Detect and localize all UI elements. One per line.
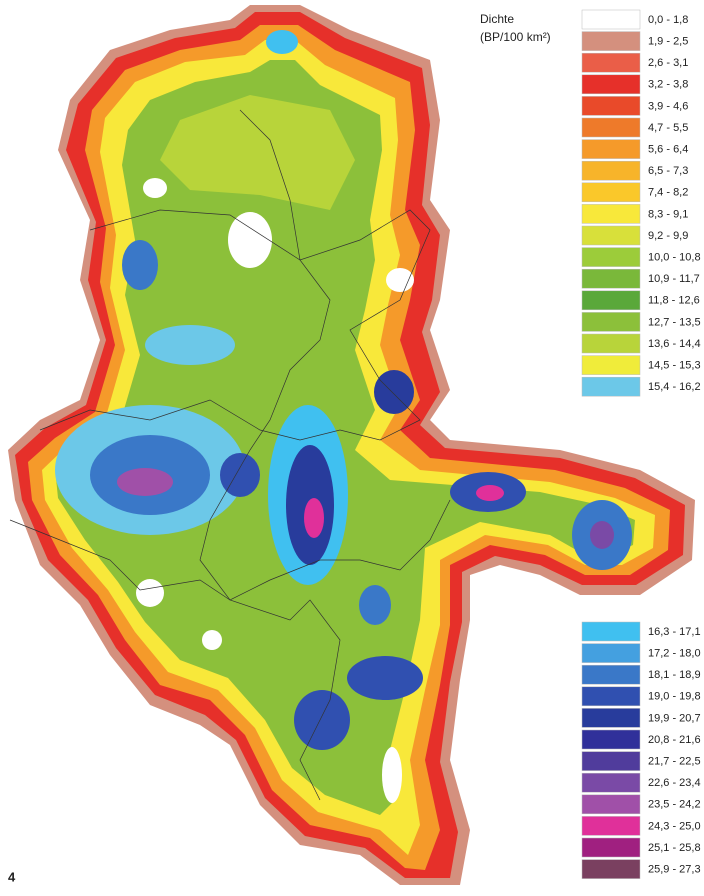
low-spot-1 (228, 212, 272, 268)
legend-swatch (581, 751, 641, 771)
legend-swatch (581, 225, 641, 246)
figure-number: 4 (8, 869, 16, 884)
legend-label: 0,0 - 1,8 (648, 14, 688, 26)
legend-label: 6,5 - 7,3 (648, 165, 688, 177)
legend-title: Dichte (480, 12, 514, 26)
density-map (8, 5, 695, 885)
legend-swatch (581, 859, 641, 879)
legend-swatch (581, 96, 641, 116)
legend-label: 18,1 - 18,9 (648, 669, 701, 681)
region-lightgreen (160, 95, 355, 210)
low-spot-4 (136, 579, 164, 607)
legend-swatch (581, 290, 641, 311)
low-spot-2 (386, 268, 414, 292)
region-green (56, 60, 635, 815)
legend-swatch (581, 376, 641, 397)
legend-swatch (581, 268, 641, 289)
legend-label: 3,2 - 3,8 (648, 79, 688, 91)
hotspot-altmark (122, 240, 158, 290)
legend-label: 16,3 - 17,1 (648, 626, 701, 638)
district-borders (9, 499, 451, 601)
hotspot-east-core (476, 485, 504, 501)
legend-label: 19,0 - 19,8 (648, 691, 701, 703)
legend-swatch (581, 729, 641, 750)
district-borders (39, 209, 431, 441)
legend-swatch (581, 204, 641, 224)
low-spot-5 (202, 630, 222, 650)
legend-label: 15,4 - 16,2 (648, 381, 701, 393)
legend-swatch (581, 9, 641, 30)
legend-swatch (581, 117, 641, 138)
legend-label: 14,5 - 15,3 (648, 360, 701, 372)
legend-label: 13,6 - 14,4 (648, 338, 701, 350)
legend-swatch (581, 312, 641, 332)
legend-label: 3,9 - 4,6 (648, 100, 688, 112)
legend-swatch (581, 816, 641, 836)
legend-label: 9,2 - 9,9 (648, 230, 688, 242)
district-borders (199, 109, 341, 801)
legend-label: 2,6 - 3,1 (648, 57, 688, 69)
legend-swatch (581, 160, 641, 181)
legend-swatch (581, 621, 641, 642)
hotspot-dessau (374, 370, 414, 414)
legend-label: 20,8 - 21,6 (648, 734, 701, 746)
legend-swatch (581, 664, 641, 685)
legend-label: 25,9 - 27,3 (648, 864, 701, 876)
legend-label: 24,3 - 25,0 (648, 820, 701, 832)
legend-label: 5,6 - 6,4 (648, 144, 688, 156)
legend-swatch (581, 686, 641, 707)
legend-label: 8,3 - 9,1 (648, 208, 688, 220)
legend-label: 19,9 - 20,7 (648, 712, 701, 724)
legend-swatch (581, 772, 641, 793)
legend-label: 12,7 - 13,5 (648, 316, 701, 328)
legend-swatch (581, 708, 641, 728)
legend-swatch (581, 182, 641, 203)
low-spot-3 (143, 178, 167, 198)
legend-label: 10,9 - 11,7 (648, 273, 700, 285)
hotspot-west-core (117, 468, 173, 496)
legend-label: 1,9 - 2,5 (648, 36, 688, 48)
legend-swatch (581, 333, 641, 354)
hotspot-north (266, 30, 298, 54)
legend-swatch (581, 31, 641, 51)
legend-label: 11,8 - 12,6 (648, 295, 700, 307)
legend-subtitle: (BP/100 km²) (480, 30, 551, 44)
hotspot-center-core (304, 498, 324, 538)
legend-label: 21,7 - 22,5 (648, 756, 701, 768)
hotspot-ring (220, 453, 260, 497)
legend-swatch (581, 837, 641, 858)
legend-label: 25,1 - 25,8 (648, 842, 701, 854)
hotspot-north-west (145, 325, 235, 365)
legend-label: 23,5 - 24,2 (648, 799, 701, 811)
legend-label: 7,4 - 8,2 (648, 187, 688, 199)
legend-swatch (581, 74, 641, 95)
legend-label: 10,0 - 10,8 (648, 252, 701, 264)
hotspot-far-east-core (590, 521, 614, 549)
legend-swatch (581, 52, 641, 73)
legend-swatch (581, 794, 641, 815)
legend-label: 4,7 - 5,5 (648, 122, 688, 134)
hotspot-south-2 (294, 690, 350, 750)
legend-swatch (581, 355, 641, 375)
legend-label: 22,6 - 23,4 (648, 777, 701, 789)
legend-swatch (581, 139, 641, 159)
legend-swatch (581, 643, 641, 663)
legend-swatch (581, 247, 641, 267)
low-spot-6 (382, 747, 402, 803)
legend-label: 17,2 - 18,0 (648, 648, 701, 660)
legend: 0,0 - 1,8 1,9 - 2,5 2,6 - 3,1 3,2 - 3,8 3,9 … (581, 9, 701, 879)
hotspot-south-3 (359, 585, 391, 625)
hotspot-south-1 (347, 656, 423, 700)
